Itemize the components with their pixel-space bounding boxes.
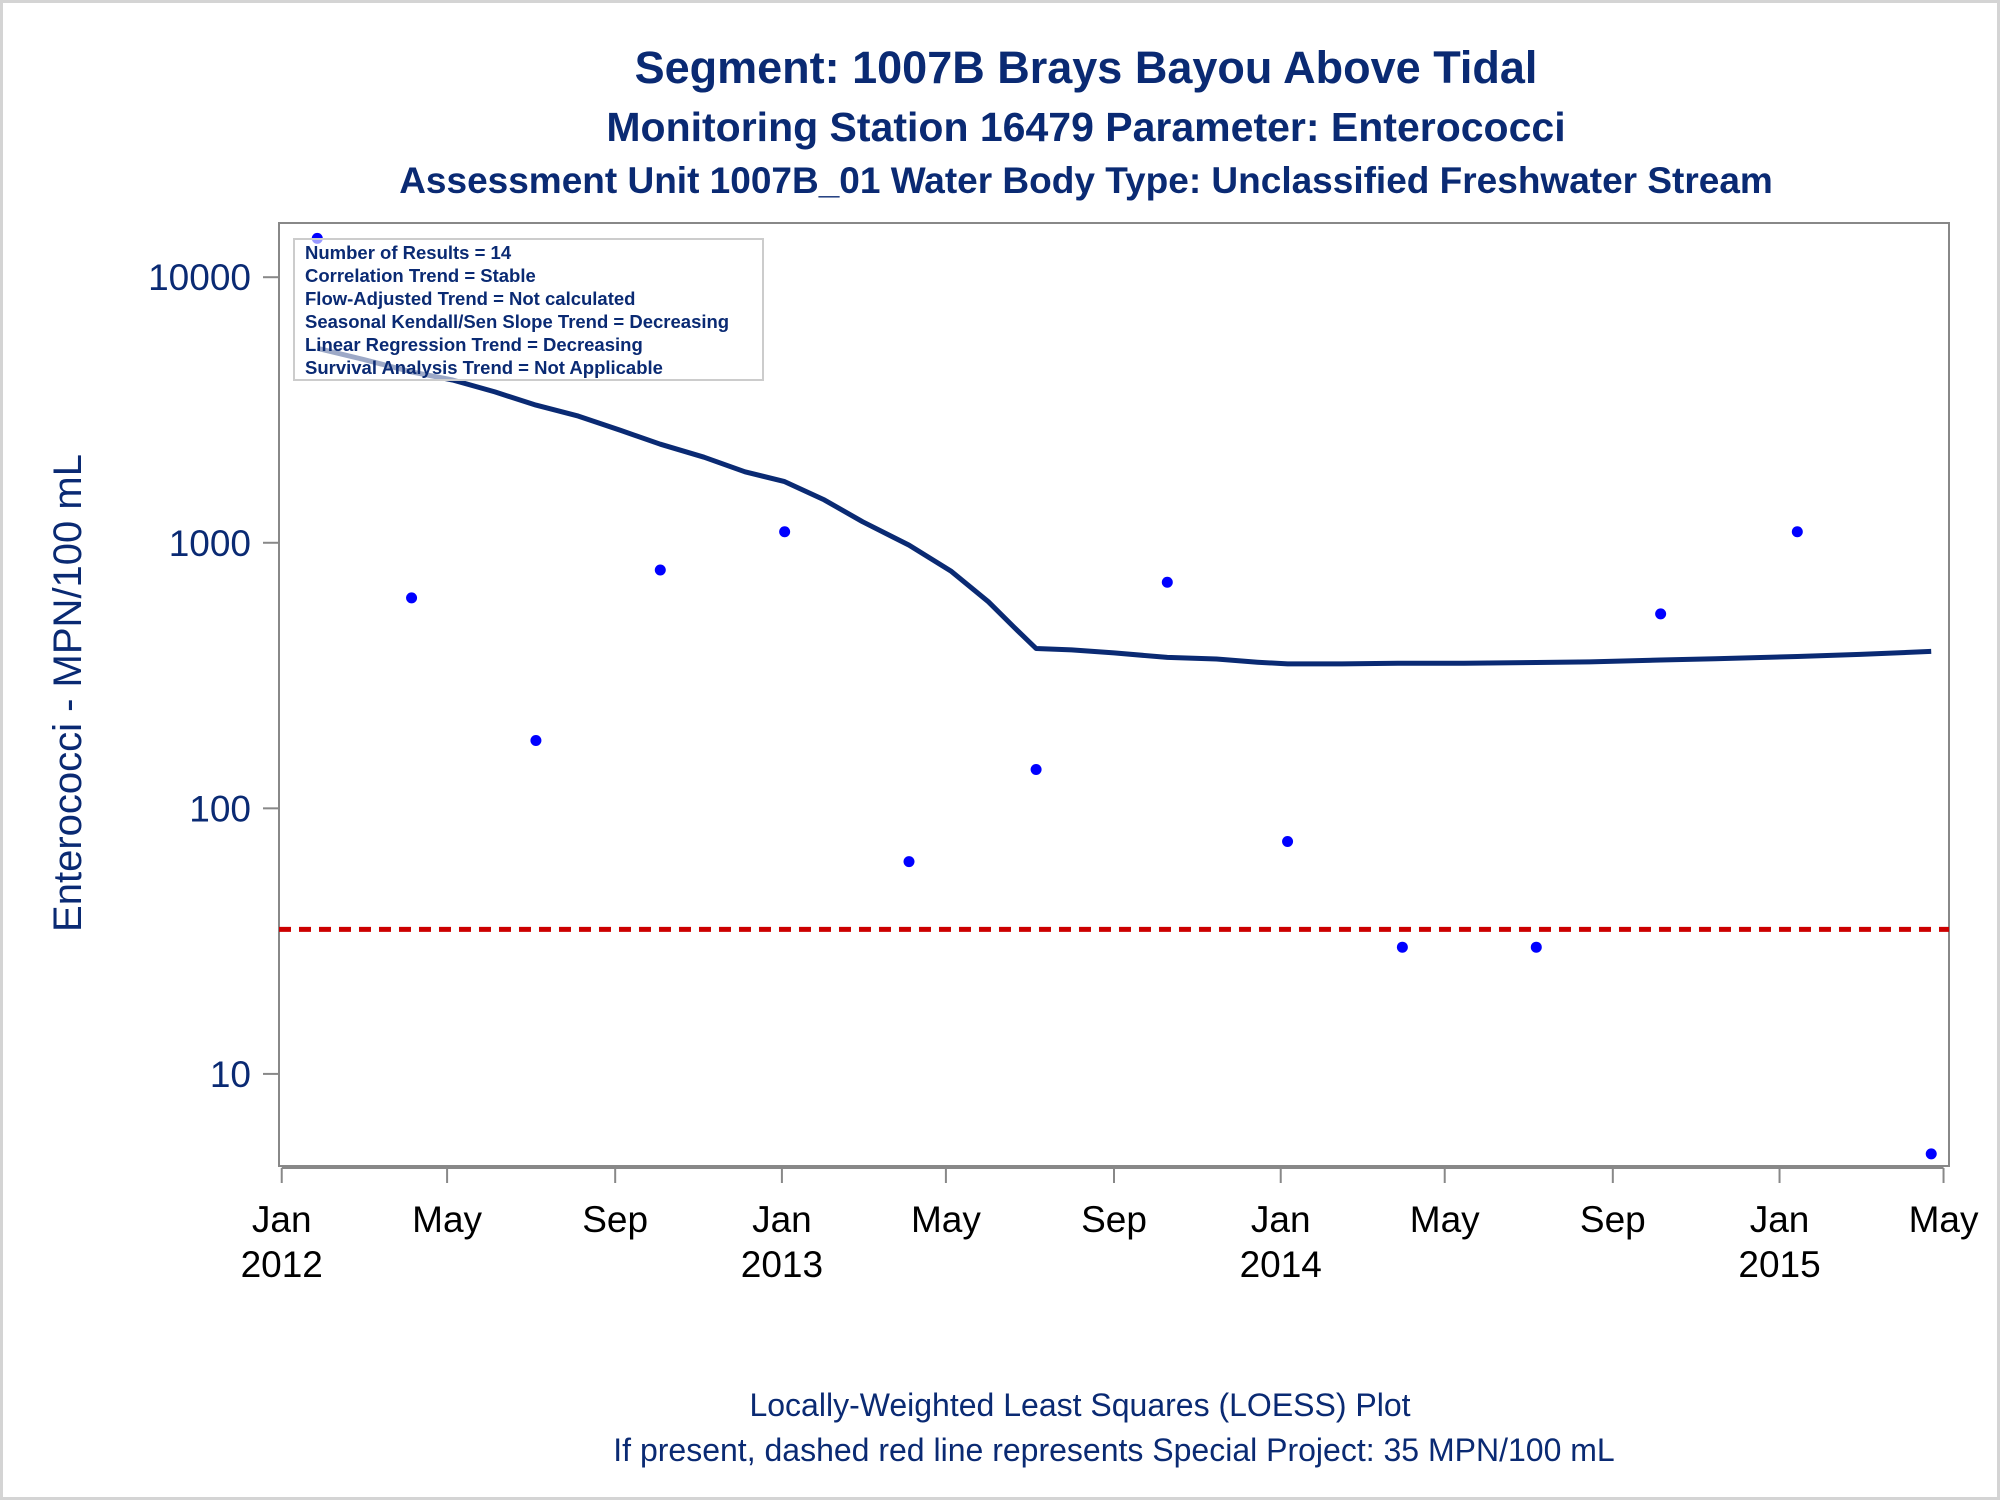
y-axis-label: Enterococci - MPN/100 mL [46,454,90,932]
x-tick-year-label: 2013 [741,1244,823,1285]
data-point [1530,941,1542,953]
x-tick-label: Sep [1580,1199,1646,1240]
loess-curve [316,345,1932,667]
y-tick-label: 10000 [148,257,251,298]
stats-line-flow-adjusted: Flow-Adjusted Trend = Not calculated [305,288,635,309]
stats-line-linear-regression: Linear Regression Trend = Decreasing [305,334,643,355]
data-point [530,735,542,747]
x-tick-label: May [1909,1199,1979,1240]
data-point [1161,576,1173,588]
y-tick-label: 100 [189,788,251,829]
chart-subtitle-2: Assessment Unit 1007B_01 Water Body Type… [399,160,1773,201]
plot-area [278,222,1950,1167]
stats-box: Number of Results = 14 Correlation Trend… [293,238,764,381]
x-tick-label: Sep [582,1199,648,1240]
x-tick-label: May [1410,1199,1480,1240]
data-point [654,564,666,576]
stats-line-survival: Survival Analysis Trend = Not Applicable [305,357,663,378]
data-points [311,232,1937,1160]
data-point [1282,836,1294,848]
x-tick-label: Jan [752,1199,812,1240]
stats-line-seasonal-kendall: Seasonal Kendall/Sen Slope Trend = Decre… [305,311,729,332]
data-point [1655,608,1667,620]
chart-title: Segment: 1007B Brays Bayou Above Tidal [635,42,1538,93]
x-tick-label: May [412,1199,482,1240]
y-tick-label: 1000 [169,523,251,564]
loess-curve-group [316,345,1932,667]
chart-subtitle: Monitoring Station 16479 Parameter: Ente… [606,104,1565,150]
stats-box-border [293,238,764,381]
y-tick-label: 10 [210,1054,251,1095]
data-point [1396,941,1408,953]
data-point [1925,1148,1937,1160]
x-tick-year-label: 2014 [1240,1244,1322,1285]
x-tick-label: Jan [1251,1199,1311,1240]
stats-line-results: Number of Results = 14 [305,242,512,263]
stats-line-correlation: Correlation Trend = Stable [305,265,536,286]
x-tick-label: May [911,1199,981,1240]
x-tick-label: Sep [1081,1199,1147,1240]
x-tick-year-label: 2012 [241,1244,323,1285]
x-tick-label: Jan [252,1199,312,1240]
data-point [1791,526,1803,538]
footnote-loess: Locally-Weighted Least Squares (LOESS) P… [749,1387,1410,1423]
x-tick-year-label: 2015 [1738,1244,1820,1285]
data-point [779,526,791,538]
y-axis: 10 100 1000 10000 [148,257,279,1095]
data-point [406,592,418,604]
loess-chart: Segment: 1007B Brays Bayou Above Tidal M… [46,42,1979,1468]
data-point [1030,764,1042,776]
x-tick-label: Jan [1750,1199,1810,1240]
footnote-reference: If present, dashed red line represents S… [613,1432,1614,1468]
data-point [903,856,915,868]
